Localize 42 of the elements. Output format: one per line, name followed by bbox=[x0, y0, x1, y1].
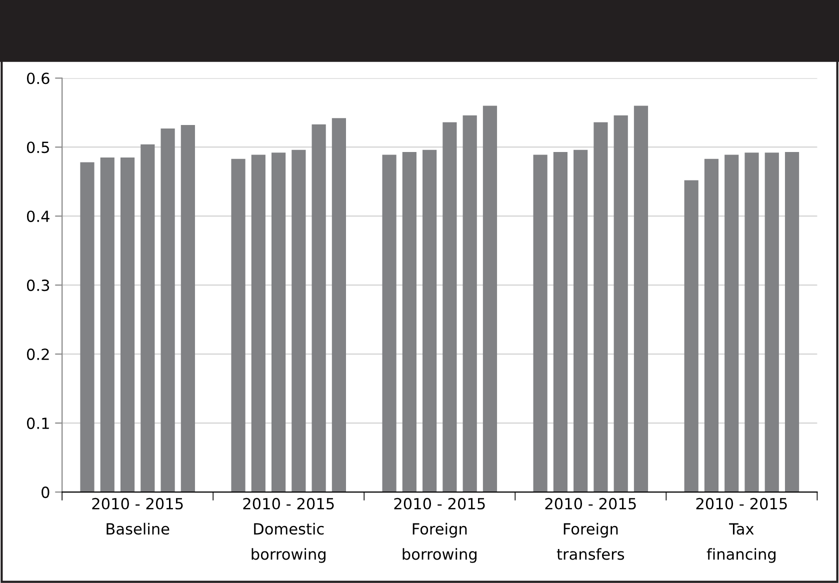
bar bbox=[784, 152, 800, 492]
bar bbox=[140, 144, 155, 492]
bar bbox=[724, 154, 739, 492]
bar bbox=[180, 125, 195, 492]
bar bbox=[594, 122, 608, 492]
bar bbox=[382, 154, 396, 492]
y-tick-label: 0.6 bbox=[26, 72, 50, 84]
bar bbox=[744, 152, 759, 492]
y-tick-label: 0.4 bbox=[26, 210, 50, 222]
bar bbox=[231, 158, 246, 492]
y-tick-label: 0.2 bbox=[26, 348, 49, 360]
y-tick-label: 0 bbox=[42, 486, 50, 498]
bar bbox=[553, 152, 568, 492]
x-tick-label: 2010 - 2015 Tax financing bbox=[696, 498, 787, 563]
y-tick-label: 0.5 bbox=[26, 142, 49, 154]
bar bbox=[614, 115, 628, 492]
x-tick-label: 2010 - 2015 Baseline bbox=[92, 498, 183, 535]
bar bbox=[272, 152, 286, 492]
bar bbox=[312, 124, 326, 492]
bar bbox=[422, 150, 437, 492]
bar bbox=[634, 106, 648, 492]
bar bbox=[574, 150, 588, 492]
bar bbox=[120, 157, 135, 492]
bar bbox=[332, 118, 346, 492]
bar bbox=[684, 180, 698, 492]
bar bbox=[482, 106, 498, 492]
bar bbox=[462, 115, 477, 492]
x-tick-label: 2010 - 2015 Domestic borrowing bbox=[243, 498, 334, 563]
x-tick-label: 2010 - 2015 Foreign borrowing bbox=[394, 498, 485, 563]
bar bbox=[764, 152, 779, 492]
bar bbox=[100, 157, 114, 492]
bar bbox=[80, 162, 94, 492]
bar bbox=[442, 122, 457, 492]
y-tick-label: 0.1 bbox=[26, 418, 49, 430]
bar bbox=[402, 152, 416, 492]
y-tick-label: 0.3 bbox=[26, 280, 50, 292]
bar bbox=[251, 154, 266, 492]
bar bbox=[292, 150, 306, 492]
bar bbox=[533, 154, 548, 492]
bar bbox=[160, 128, 175, 492]
bar bbox=[704, 158, 719, 492]
x-tick-label: 2010 - 2015 Foreign transfers bbox=[545, 498, 636, 560]
